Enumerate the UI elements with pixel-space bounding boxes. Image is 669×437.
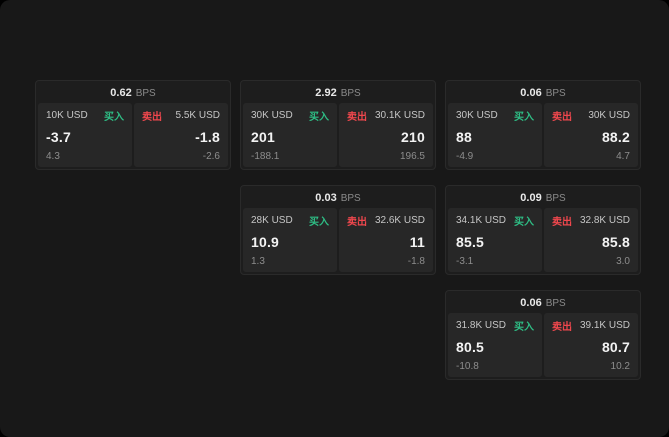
sell-delta: -1.8 [407, 256, 425, 267]
buy-delta: -10.8 [456, 361, 479, 372]
spread-header: 0.06 BPS [448, 83, 638, 103]
buy-amount: 10K USD [46, 110, 88, 121]
sell-panel[interactable]: 卖出 30K USD 88.2 4.7 [544, 103, 638, 167]
sell-delta: -2.6 [202, 151, 220, 162]
buy-delta: 1.3 [251, 256, 265, 267]
sell-panel[interactable]: 卖出 32.8K USD 85.8 3.0 [544, 208, 638, 272]
buy-price: -3.7 [46, 129, 71, 145]
buy-label: 买入 [309, 112, 329, 123]
sell-price: 85.8 [601, 234, 630, 250]
buy-label: 买入 [514, 217, 534, 228]
spread-header: 0.09 BPS [448, 188, 638, 208]
sell-label: 卖出 [347, 217, 367, 228]
spread-unit: BPS [340, 87, 361, 99]
buy-amount: 28K USD [251, 215, 293, 226]
spread-value: 0.06 [520, 297, 542, 309]
sell-delta: 3.0 [616, 256, 630, 267]
sell-price: 80.7 [601, 339, 630, 355]
sell-label: 卖出 [552, 217, 572, 228]
sell-panel[interactable]: 卖出 32.6K USD 11 -1.8 [339, 208, 433, 272]
sell-delta: 10.2 [610, 361, 630, 372]
buy-panel[interactable]: 10K USD 买入 -3.7 4.3 [38, 103, 132, 167]
buy-amount: 31.8K USD [456, 320, 507, 331]
sell-amount: 39.1K USD [579, 320, 630, 331]
quote-card: 0.09 BPS 34.1K USD 买入 85.5 -3.1 卖出 32.8K… [445, 185, 641, 275]
sell-panel[interactable]: 卖出 30.1K USD 210 196.5 [339, 103, 433, 167]
quote-card: 0.06 BPS 30K USD 买入 88 -4.9 卖出 30K USD [445, 80, 641, 170]
buy-amount: 30K USD [251, 110, 293, 121]
spread-unit: BPS [545, 297, 566, 309]
sell-label: 卖出 [142, 112, 162, 123]
spread-value: 0.06 [520, 87, 542, 99]
buy-amount: 34.1K USD [456, 215, 507, 226]
buy-panel[interactable]: 30K USD 买入 201 -188.1 [243, 103, 337, 167]
sell-price: -1.8 [195, 129, 220, 145]
sell-delta: 4.7 [616, 151, 630, 162]
sell-label: 卖出 [552, 322, 572, 333]
sell-panel[interactable]: 卖出 39.1K USD 80.7 10.2 [544, 313, 638, 377]
sell-label: 卖出 [347, 112, 367, 123]
spread-value: 2.92 [315, 87, 337, 99]
spread-header: 2.92 BPS [243, 83, 433, 103]
quote-card-grid: 0.62 BPS 10K USD 买入 -3.7 4.3 卖出 5.5K USD [35, 80, 641, 380]
quote-card: 0.03 BPS 28K USD 买入 10.9 1.3 卖出 32.6K US… [240, 185, 436, 275]
buy-amount: 30K USD [456, 110, 498, 121]
spread-unit: BPS [545, 192, 566, 204]
spread-value: 0.03 [315, 192, 337, 204]
sell-panel[interactable]: 卖出 5.5K USD -1.8 -2.6 [134, 103, 228, 167]
spread-unit: BPS [340, 192, 361, 204]
sell-amount: 32.6K USD [374, 215, 425, 226]
buy-label: 买入 [514, 112, 534, 123]
buy-delta: -3.1 [456, 256, 474, 267]
buy-label: 买入 [104, 112, 124, 123]
sell-price: 11 [409, 234, 425, 250]
spread-value: 0.09 [520, 192, 542, 204]
buy-delta: 4.3 [46, 151, 60, 162]
spread-unit: BPS [135, 87, 156, 99]
buy-panel[interactable]: 30K USD 买入 88 -4.9 [448, 103, 542, 167]
buy-price: 88 [456, 129, 472, 145]
spread-header: 0.06 BPS [448, 293, 638, 313]
sell-label: 卖出 [552, 112, 572, 123]
sell-amount: 5.5K USD [175, 110, 220, 121]
quote-card: 0.06 BPS 31.8K USD 买入 80.5 -10.8 卖出 39.1… [445, 290, 641, 380]
quote-card: 2.92 BPS 30K USD 买入 201 -188.1 卖出 30.1K … [240, 80, 436, 170]
sell-amount: 30.1K USD [374, 110, 425, 121]
spread-header: 0.62 BPS [38, 83, 228, 103]
buy-panel[interactable]: 31.8K USD 买入 80.5 -10.8 [448, 313, 542, 377]
buy-delta: -4.9 [456, 151, 474, 162]
sell-price: 88.2 [601, 129, 630, 145]
spread-header: 0.03 BPS [243, 188, 433, 208]
sell-price: 210 [401, 129, 425, 145]
buy-delta: -188.1 [251, 151, 280, 162]
sell-amount: 30K USD [588, 110, 630, 121]
sell-delta: 196.5 [399, 151, 425, 162]
spread-value: 0.62 [110, 87, 132, 99]
buy-price: 80.5 [456, 339, 485, 355]
spread-unit: BPS [545, 87, 566, 99]
buy-price: 10.9 [251, 234, 280, 250]
buy-label: 买入 [514, 322, 534, 333]
sell-amount: 32.8K USD [579, 215, 630, 226]
quote-card: 0.62 BPS 10K USD 买入 -3.7 4.3 卖出 5.5K USD [35, 80, 231, 170]
buy-panel[interactable]: 34.1K USD 买入 85.5 -3.1 [448, 208, 542, 272]
buy-price: 201 [251, 129, 275, 145]
buy-price: 85.5 [456, 234, 485, 250]
buy-label: 买入 [309, 217, 329, 228]
buy-panel[interactable]: 28K USD 买入 10.9 1.3 [243, 208, 337, 272]
